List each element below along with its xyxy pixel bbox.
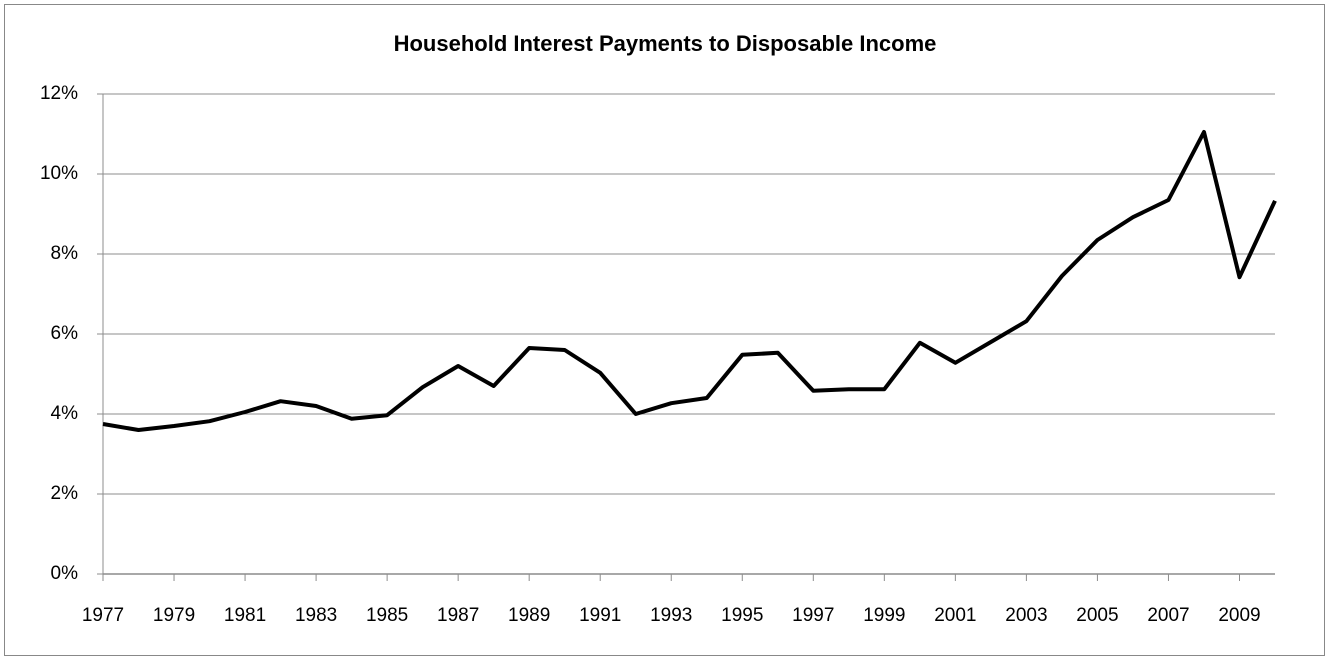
x-tick-label: 2001 (934, 605, 976, 626)
x-tick-label: 2009 (1218, 605, 1260, 626)
y-tick-label: 12% (40, 83, 78, 104)
x-tick-label: 1979 (153, 605, 195, 626)
y-tick-label: 8% (51, 243, 79, 264)
x-tick-label: 1983 (295, 605, 337, 626)
y-tick-label: 10% (40, 163, 78, 184)
x-tick-label: 2005 (1076, 605, 1118, 626)
x-tick-label: 1993 (650, 605, 692, 626)
x-tick-label: 1981 (224, 605, 266, 626)
x-tick-label: 2003 (1005, 605, 1047, 626)
x-tick-label: 1999 (863, 605, 905, 626)
x-tick-label: 1991 (579, 605, 621, 626)
x-tick-label: 1977 (82, 605, 124, 626)
y-tick-label: 4% (51, 403, 79, 424)
y-tick-label: 6% (51, 323, 79, 344)
x-tick-label: 1995 (721, 605, 763, 626)
x-tick-label: 2007 (1147, 605, 1189, 626)
y-tick-label: 0% (51, 563, 79, 584)
chart-frame (4, 4, 1325, 656)
chart-title: Household Interest Payments to Disposabl… (394, 31, 937, 56)
y-tick-label: 2% (51, 483, 79, 504)
x-tick-label: 1987 (437, 605, 479, 626)
x-tick-label: 1985 (366, 605, 408, 626)
data-line (102, 130, 1277, 432)
x-tick-label: 1989 (508, 605, 550, 626)
x-tick-label: 1997 (792, 605, 834, 626)
